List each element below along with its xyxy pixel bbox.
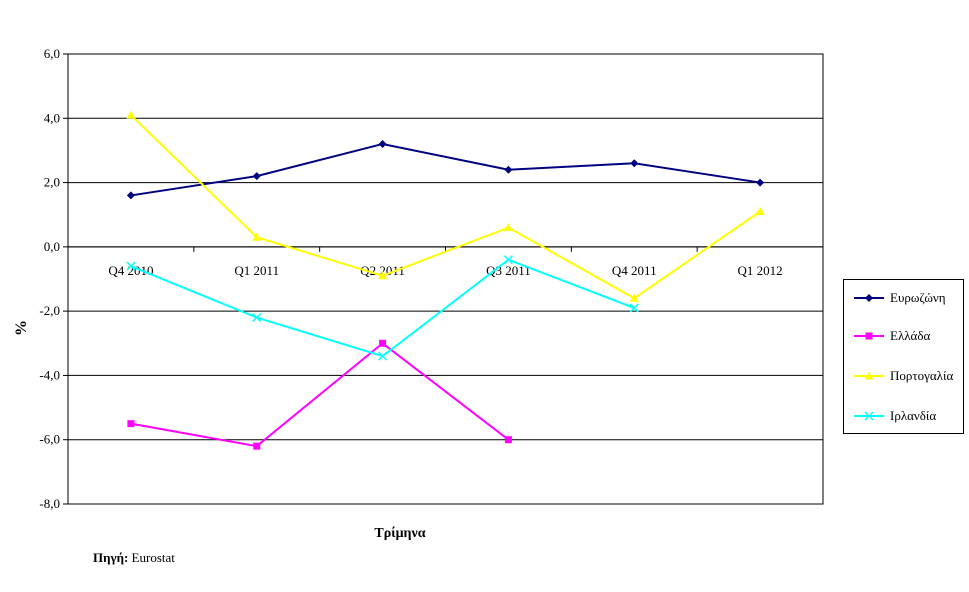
y-axis-ticks: -8,0 -6,0 -4,0 -2,0 0,0 2,0 4,0 6,0 xyxy=(39,46,68,511)
y-tick-label: 0,0 xyxy=(44,239,60,254)
y-tick-label: -2,0 xyxy=(39,303,60,318)
data-point xyxy=(378,271,388,280)
y-tick-label: -4,0 xyxy=(39,367,60,382)
source-note: Πηγή: Eurostat xyxy=(93,550,175,566)
legend-label: Πορτογαλία xyxy=(890,368,954,383)
data-point xyxy=(504,165,513,174)
legend-item-3: Ιρλανδία xyxy=(852,406,964,426)
legend-marker xyxy=(864,411,874,421)
x-tick-label: Q3 2011 xyxy=(486,263,531,278)
y-tick-label: -8,0 xyxy=(39,496,60,511)
data-point xyxy=(503,255,513,265)
data-point xyxy=(252,232,262,241)
data-point xyxy=(503,223,513,232)
x-tick-label: Q4 2011 xyxy=(612,263,657,278)
legend-label: Ευρωζώνη xyxy=(890,290,946,305)
plot-area-frame xyxy=(67,53,824,505)
data-point xyxy=(629,303,639,313)
data-point xyxy=(127,420,135,428)
y-tick-label: 2,0 xyxy=(44,175,60,190)
legend-swatch-2 xyxy=(854,371,884,380)
series-0 xyxy=(126,140,765,200)
x-axis-ticks: Q4 2010 Q1 2011 Q2 2011 Q3 2011 Q4 2011 Q1 20… xyxy=(67,246,824,278)
legend-item-0: Ευρωζώνη xyxy=(852,288,964,308)
data-point xyxy=(126,191,135,200)
series-1 xyxy=(127,339,512,450)
x-tick-label: Q1 2012 xyxy=(738,263,783,278)
y-tick-label: -6,0 xyxy=(39,432,60,447)
source-label: Πηγή: xyxy=(93,550,129,565)
series-line xyxy=(130,342,510,448)
legend: Ευρωζώνη Ελλάδα Πορτογαλία Ιρλανδία xyxy=(843,279,964,434)
legend-label: Ιρλανδία xyxy=(890,408,937,423)
data-point xyxy=(378,351,388,361)
source-value: Eurostat xyxy=(131,550,175,565)
series-line xyxy=(130,142,761,197)
y-axis-label: % xyxy=(13,320,30,336)
legend-marker xyxy=(865,294,873,302)
legend-label: Ελλάδα xyxy=(890,328,931,343)
data-point xyxy=(252,313,262,323)
data-point xyxy=(252,172,261,181)
y-tick-label: 4,0 xyxy=(44,110,60,125)
legend-swatch-0 xyxy=(854,294,884,302)
data-point xyxy=(379,339,387,347)
legend-marker xyxy=(865,332,873,340)
data-point xyxy=(755,207,765,215)
x-tick-label: Q2 2011 xyxy=(360,263,405,278)
legend-item-2: Πορτογαλία xyxy=(852,366,964,386)
data-point xyxy=(126,261,136,271)
data-point xyxy=(253,442,261,450)
series-line xyxy=(130,114,761,300)
y-tick-label: 6,0 xyxy=(44,46,60,61)
x-tick-label: Q4 2010 xyxy=(108,263,153,278)
legend-swatch-3 xyxy=(854,411,884,421)
legend-swatch-1 xyxy=(854,332,884,340)
legend-marker xyxy=(864,371,874,380)
data-point xyxy=(629,293,639,302)
x-axis-label: Τρίμηνα xyxy=(374,526,425,541)
data-point xyxy=(126,110,136,119)
x-tick-label: Q1 2011 xyxy=(234,263,279,278)
data-point xyxy=(630,159,639,168)
data-point xyxy=(504,436,512,444)
data-point xyxy=(756,178,765,187)
series-3 xyxy=(126,255,639,361)
series-lines xyxy=(126,110,765,450)
legend-item-1: Ελλάδα xyxy=(852,326,964,346)
data-point xyxy=(378,140,387,148)
series-2 xyxy=(126,110,765,302)
